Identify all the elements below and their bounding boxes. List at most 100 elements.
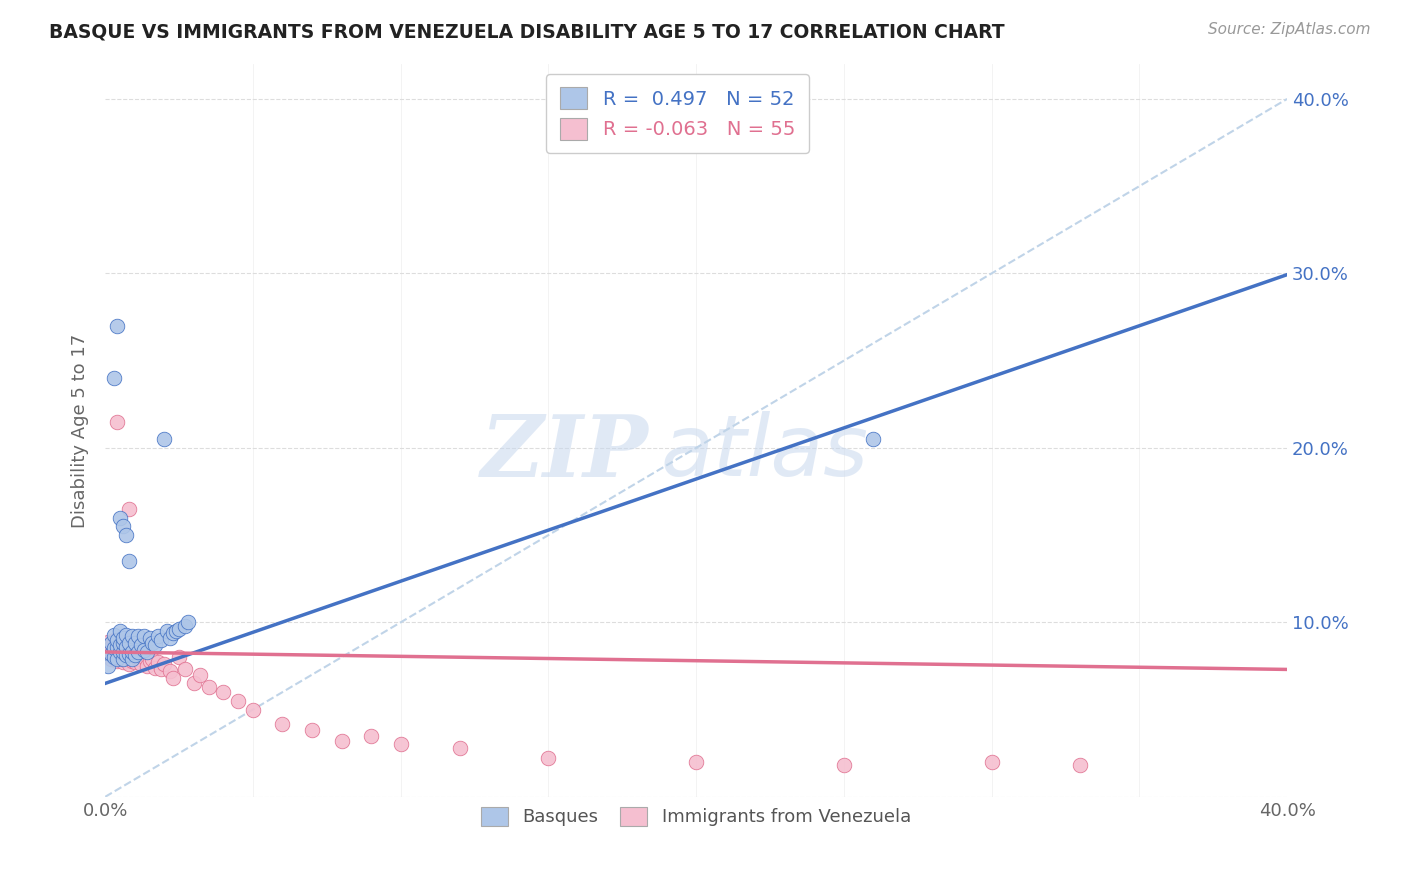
Point (135, 645, 157, 659)
Point (537, 751, 560, 765)
Point (105, 641, 128, 656)
Point (115, 641, 138, 656)
Point (832, 758, 855, 772)
Point (127, 629, 149, 643)
Point (103, 650, 125, 665)
Point (118, 502, 141, 516)
Point (108, 650, 131, 665)
Point (132, 650, 155, 665)
Point (103, 640, 125, 654)
Text: ZIP: ZIP (481, 410, 650, 494)
Point (103, 641, 125, 656)
Point (980, 755, 1002, 769)
Point (111, 645, 134, 659)
Point (159, 664, 181, 678)
Point (111, 631, 134, 645)
Point (165, 624, 187, 638)
Point (115, 652, 138, 666)
Point (127, 652, 149, 666)
Point (138, 654, 160, 668)
Point (100, 640, 122, 654)
Text: BASQUE VS IMMIGRANTS FROM VENEZUELA DISABILITY AGE 5 TO 17 CORRELATION CHART: BASQUE VS IMMIGRANTS FROM VENEZUELA DISA… (49, 22, 1005, 41)
Point (162, 671, 184, 685)
Point (242, 702, 264, 716)
Point (103, 648, 125, 663)
Text: Source: ZipAtlas.com: Source: ZipAtlas.com (1208, 22, 1371, 37)
Point (105, 654, 128, 668)
Point (108, 638, 131, 652)
Point (121, 645, 143, 659)
Point (97, 659, 120, 673)
Point (159, 631, 181, 645)
Point (111, 656, 134, 670)
Point (118, 554, 141, 568)
Point (121, 645, 143, 659)
Point (150, 632, 173, 647)
Point (124, 636, 146, 650)
Point (111, 519, 134, 533)
Point (118, 657, 141, 672)
Y-axis label: Disability Age 5 to 17: Disability Age 5 to 17 (72, 334, 89, 527)
Point (108, 645, 131, 659)
Point (118, 647, 141, 661)
Point (301, 723, 323, 738)
Point (129, 657, 152, 672)
Point (118, 636, 141, 650)
Point (177, 615, 200, 630)
Point (138, 631, 160, 645)
Point (115, 627, 138, 641)
Point (105, 652, 128, 666)
Point (141, 636, 163, 650)
Point (121, 652, 143, 666)
Point (105, 632, 128, 647)
Point (118, 647, 141, 661)
Point (108, 636, 131, 650)
Point (124, 648, 146, 663)
Point (188, 667, 211, 681)
Point (100, 652, 122, 666)
Point (100, 647, 122, 661)
Point (449, 740, 471, 755)
Point (150, 662, 173, 676)
Point (105, 318, 128, 333)
Point (226, 694, 249, 708)
Point (148, 656, 170, 670)
Point (156, 624, 179, 638)
Point (105, 415, 128, 429)
Point (108, 643, 131, 657)
Point (124, 656, 146, 670)
Point (100, 636, 122, 650)
Point (141, 652, 163, 666)
Text: atlas: atlas (661, 411, 869, 494)
Point (111, 636, 134, 650)
Point (167, 650, 190, 665)
Point (197, 680, 219, 694)
Point (103, 371, 125, 385)
Point (212, 685, 235, 699)
Point (330, 734, 353, 748)
Point (271, 716, 294, 731)
Point (129, 638, 152, 652)
Point (389, 738, 412, 752)
Point (360, 729, 382, 743)
Point (105, 640, 128, 654)
Point (121, 654, 143, 668)
Point (115, 648, 138, 663)
Point (108, 624, 131, 638)
Point (183, 676, 205, 690)
Point (685, 755, 707, 769)
Point (174, 619, 197, 633)
Point (103, 632, 125, 647)
Point (127, 645, 149, 659)
Point (148, 629, 170, 643)
Point (132, 643, 155, 657)
Legend: Basques, Immigrants from Venezuela: Basques, Immigrants from Venezuela (472, 798, 920, 836)
Point (153, 657, 176, 672)
Point (115, 640, 138, 654)
Point (145, 638, 167, 652)
Point (1069, 758, 1091, 772)
Point (153, 432, 176, 446)
Point (145, 661, 167, 675)
Point (167, 622, 190, 636)
Point (111, 645, 134, 659)
